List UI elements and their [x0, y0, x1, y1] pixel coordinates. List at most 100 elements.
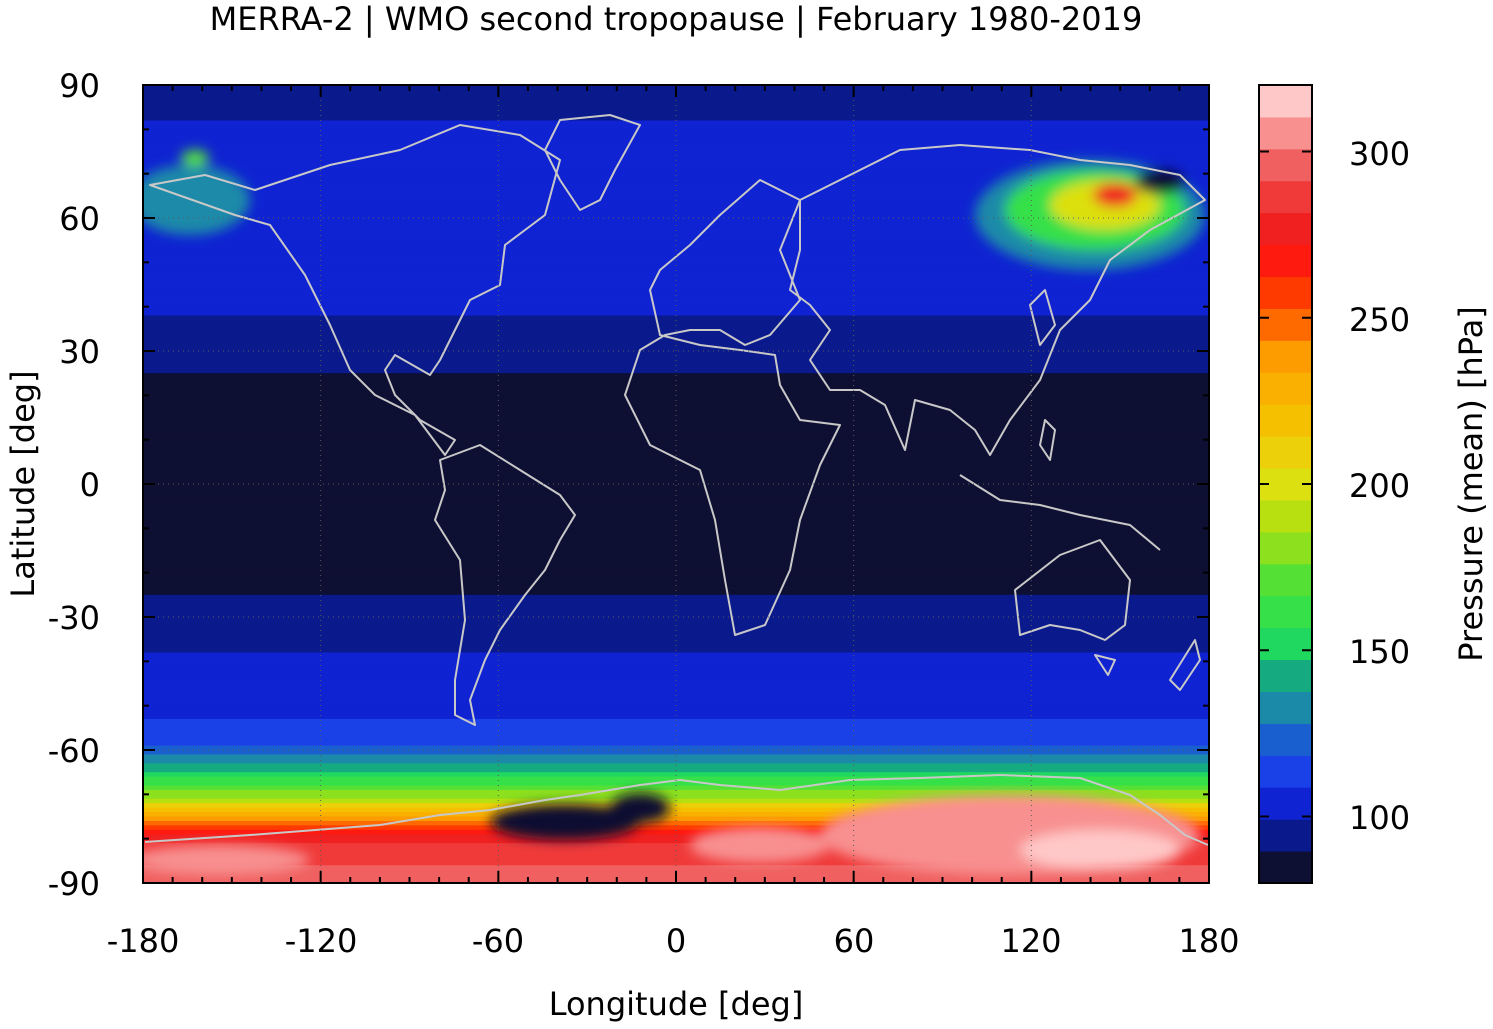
- colorbar-segment: [1259, 148, 1312, 182]
- pressure-band: [143, 399, 1209, 405]
- pressure-band: [143, 851, 1209, 857]
- y-tick-label: 30: [59, 333, 100, 371]
- colorbar-segment: [1259, 787, 1312, 820]
- pressure-band: [143, 302, 1209, 308]
- pressure-field: [143, 85, 1209, 883]
- grid: [143, 85, 1209, 883]
- pressure-band: [143, 359, 1209, 365]
- chart-title: MERRA-2 | WMO second tropopause | Februa…: [210, 0, 1143, 38]
- pressure-band: [143, 825, 1209, 831]
- pressure-band: [143, 319, 1209, 325]
- pressure-band: [143, 133, 1209, 139]
- pressure-band: [143, 275, 1209, 281]
- pressure-band: [143, 120, 1209, 126]
- x-tick-label: 120: [1000, 922, 1061, 960]
- pressure-band: [143, 249, 1209, 255]
- pressure-band: [143, 231, 1209, 237]
- pressure-band: [143, 280, 1209, 286]
- pressure-band: [143, 155, 1209, 161]
- pressure-band: [143, 865, 1209, 871]
- pressure-band: [143, 435, 1209, 441]
- pressure-band: [143, 652, 1209, 658]
- y-tick-label: -90: [48, 865, 100, 903]
- pressure-band: [143, 448, 1209, 454]
- pressure-band: [143, 563, 1209, 569]
- x-tick-label: 180: [1178, 922, 1239, 960]
- pressure-band: [143, 816, 1209, 822]
- pressure-band: [143, 444, 1209, 450]
- pressure-band: [143, 696, 1209, 702]
- pressure-band: [143, 226, 1209, 232]
- pressure-band: [143, 311, 1209, 317]
- pressure-band: [143, 617, 1209, 623]
- colorbar-segment: [1259, 85, 1312, 118]
- pressure-band: [143, 625, 1209, 631]
- x-tick-label: 0: [666, 922, 686, 960]
- pressure-band: [143, 479, 1209, 485]
- pressure-band: [143, 776, 1209, 782]
- pressure-band: [143, 475, 1209, 481]
- colorbar-segment: [1259, 659, 1312, 692]
- pressure-band: [143, 639, 1209, 645]
- colorbar-scale: [1259, 85, 1312, 884]
- x-tick-label: -60: [472, 922, 524, 960]
- pressure-band: [143, 484, 1209, 490]
- pressure-band: [143, 306, 1209, 312]
- pressure-band: [143, 577, 1209, 583]
- colorbar-segment: [1259, 180, 1312, 214]
- pressure-band: [143, 186, 1209, 192]
- colorbar-tick-label: 150: [1349, 633, 1410, 671]
- y-tick-label: 0: [80, 466, 100, 504]
- pressure-band: [143, 789, 1209, 795]
- pressure-band: [143, 169, 1209, 175]
- colorbar-tick-label: 100: [1349, 799, 1410, 837]
- y-axis: 90 60 30 0 -30 -60 -90 Latitude [deg]: [4, 67, 100, 903]
- pressure-band: [143, 164, 1209, 170]
- pressure-band: [143, 426, 1209, 432]
- pressure-band: [143, 860, 1209, 866]
- pressure-band: [143, 284, 1209, 290]
- colorbar-segment: [1259, 212, 1312, 246]
- pressure-band: [143, 772, 1209, 778]
- y-tick-label: -60: [48, 732, 100, 770]
- pressure-band: [143, 736, 1209, 742]
- pressure-band: [143, 222, 1209, 228]
- pressure-band: [143, 559, 1209, 565]
- colorbar-segment: [1259, 691, 1312, 724]
- pressure-band: [143, 643, 1209, 649]
- y-axis-label: Latitude [deg]: [4, 370, 42, 597]
- pressure-band: [143, 430, 1209, 436]
- pressure-band: [143, 710, 1209, 716]
- pressure-band: [143, 368, 1209, 374]
- pressure-band: [143, 195, 1209, 201]
- colorbar-segment: [1259, 499, 1312, 533]
- axis-ticks: [142, 84, 1210, 884]
- pressure-band: [143, 683, 1209, 689]
- pressure-band: [143, 834, 1209, 840]
- y-tick-label: 60: [59, 200, 100, 238]
- colorbar-label: Pressure (mean) [hPa]: [1452, 306, 1490, 661]
- pressure-band: [143, 812, 1209, 818]
- colorbar-ticks: [1259, 150, 1312, 818]
- pressure-band: [143, 386, 1209, 392]
- pressure-band: [143, 191, 1209, 197]
- pressure-band: [143, 546, 1209, 552]
- colorbar-segment: [1259, 308, 1312, 341]
- pressure-band: [143, 794, 1209, 800]
- pressure-band: [143, 705, 1209, 711]
- x-axis: -180 -120 -60 0 60 120 180 Longitude [de…: [107, 922, 1240, 1023]
- pressure-band: [143, 328, 1209, 334]
- pressure-band: [143, 404, 1209, 410]
- colorbar-segment: [1259, 244, 1312, 278]
- coastlines: [144, 114, 1209, 846]
- pressure-band: [143, 621, 1209, 627]
- pressure-band: [143, 173, 1209, 179]
- pressure-band: [143, 355, 1209, 361]
- colorbar-segment: [1259, 404, 1312, 437]
- pressure-band: [143, 581, 1209, 587]
- pressure-band: [143, 754, 1209, 760]
- pressure-band: [143, 111, 1209, 117]
- colorbar: 300 250 200 150 100 Pressure (mean) [hPa…: [1258, 84, 1490, 884]
- pressure-band: [143, 346, 1209, 352]
